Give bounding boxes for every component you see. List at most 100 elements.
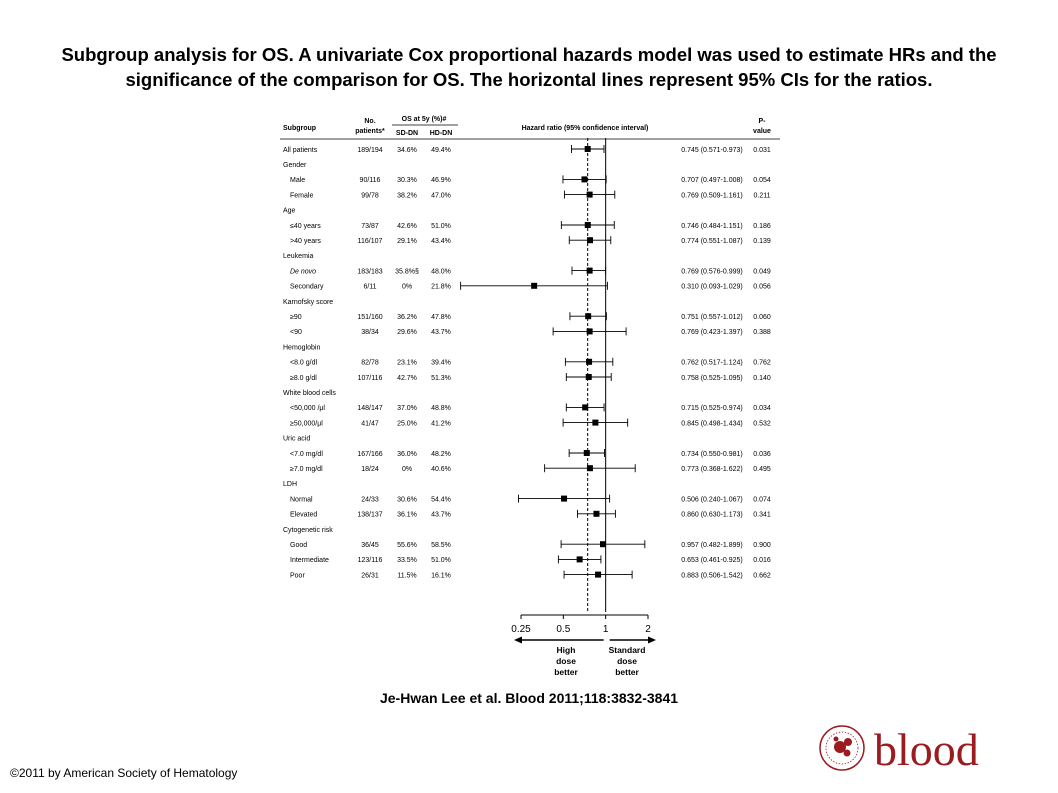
row-patients: 116/107: [358, 238, 383, 245]
row-hr-ci: 0.751 (0.557-1.012): [681, 314, 743, 321]
row-os-hd: 41.2%: [431, 420, 451, 427]
row-label: Female: [290, 192, 313, 199]
row-os-sd: 29.1%: [397, 238, 417, 245]
row-os-hd: 39.4%: [431, 360, 451, 367]
hr-point: [586, 358, 593, 365]
row-hr-ci: 0.883 (0.506-1.542): [681, 572, 743, 579]
hr-point: [576, 556, 583, 563]
society-seal-icon: [819, 725, 865, 771]
row-p-value: 0.662: [753, 572, 771, 579]
row-os-hd: 40.6%: [431, 466, 451, 473]
row-hr-ci: 0.506 (0.240-1.067): [681, 496, 743, 503]
row-p-value: 0.031: [753, 147, 771, 154]
row-hr-ci: 0.845 (0.498-1.434): [681, 420, 743, 427]
row-label: <90: [290, 329, 302, 336]
row-os-sd: 36.2%: [397, 314, 417, 321]
row-patients: 99/78: [361, 192, 379, 199]
row-p-value: 0.341: [753, 512, 771, 519]
row-hr-ci: 0.773 (0.368-1.622): [681, 466, 743, 473]
row-os-sd: 11.5%: [397, 572, 416, 579]
row-hr-ci: 0.769 (0.423-1.397): [681, 329, 743, 336]
row-hr-ci: 0.769 (0.509-1.161): [681, 192, 743, 199]
row-p-value: 0.054: [753, 177, 771, 184]
subgroup-heading: Karnofsky score: [283, 299, 333, 306]
row-patients: 148/147: [357, 405, 382, 412]
row-os-sd: 0%: [402, 466, 412, 473]
row-os-sd: 36.1%: [397, 512, 417, 519]
hr-point: [584, 222, 591, 228]
row-patients: 38/34: [361, 329, 379, 336]
row-os-hd: 16.1%: [431, 572, 451, 579]
header-os: OS at 5y (%)#: [402, 116, 447, 123]
row-os-sd: 30.6%: [397, 496, 417, 503]
row-patients: 183/183: [357, 268, 382, 275]
row-p-value: 0.034: [753, 405, 771, 412]
row-hr-ci: 0.769 (0.576-0.999): [681, 268, 743, 275]
row-hr-ci: 0.715 (0.525-0.974): [681, 405, 743, 412]
hr-point: [585, 374, 592, 380]
row-os-hd: 48.8%: [431, 405, 451, 412]
row-p-value: 0.532: [753, 420, 771, 427]
header-sd: SD-DN: [396, 130, 418, 137]
right-arrow-label: Standard: [609, 645, 646, 655]
header-p: P-: [759, 118, 767, 125]
row-patients: 18/24: [361, 466, 379, 473]
row-os-hd: 51.3%: [431, 375, 451, 382]
row-os-hd: 21.8%: [431, 284, 451, 291]
hr-point: [592, 419, 599, 426]
row-os-hd: 51.0%: [431, 557, 451, 564]
row-patients: 82/78: [361, 360, 379, 367]
subgroup-heading: Cytogenetic risk: [283, 527, 333, 534]
left-arrow-head: [514, 636, 522, 644]
row-label: Intermediate: [290, 557, 329, 564]
row-patients: 24/33: [361, 496, 379, 503]
row-label: <50,000 /μl: [290, 405, 325, 412]
row-os-hd: 48.0%: [431, 268, 451, 275]
row-p-value: 0.388: [753, 329, 771, 336]
row-label: Normal: [290, 496, 313, 503]
hr-point: [586, 465, 593, 472]
subgroup-heading: Leukemia: [283, 253, 313, 260]
x-tick-label: 0.25: [511, 624, 531, 635]
row-os-sd: 29.6%: [397, 329, 417, 336]
row-label: ≥90: [290, 314, 302, 321]
subgroup-heading: Uric acid: [283, 436, 310, 443]
row-os-hd: 54.4%: [431, 496, 451, 503]
row-label: >40 years: [290, 238, 321, 245]
row-label: Male: [290, 177, 305, 184]
hr-point: [595, 571, 602, 578]
row-label: Poor: [290, 572, 305, 579]
row-p-value: 0.762: [753, 360, 771, 367]
hr-point: [583, 450, 590, 456]
row-os-hd: 58.5%: [431, 542, 451, 549]
row-p-value: 0.186: [753, 223, 771, 230]
page-title: Subgroup analysis for OS. A univariate C…: [61, 44, 997, 90]
hr-point: [587, 237, 594, 244]
row-os-sd: 34.6%: [397, 147, 417, 154]
x-tick-label: 1: [603, 624, 609, 635]
header-patients: patients*: [355, 128, 385, 135]
x-tick-label: 2: [645, 624, 651, 635]
hr-point: [581, 176, 588, 183]
logo-wordmark: blood: [874, 724, 979, 774]
row-patients: 151/160: [357, 314, 382, 321]
subgroup-heading: Gender: [283, 162, 307, 169]
row-os-hd: 46.9%: [431, 177, 451, 184]
row-hr-ci: 0.762 (0.517-1.124): [681, 360, 743, 367]
row-os-sd: 42.6%: [397, 223, 417, 230]
row-os-hd: 43.7%: [431, 512, 451, 519]
row-patients: 41/47: [361, 420, 379, 427]
row-os-sd: 30.3%: [397, 177, 417, 184]
hr-point: [531, 282, 538, 289]
hr-point: [585, 313, 592, 320]
row-p-value: 0.036: [753, 451, 771, 458]
subgroup-heading: White blood cells: [283, 390, 336, 397]
hr-point: [586, 191, 593, 198]
header-value: value: [753, 128, 771, 135]
left-arrow-label: better: [554, 667, 578, 677]
row-hr-ci: 0.745 (0.571-0.973): [681, 147, 743, 154]
hr-point: [586, 267, 593, 274]
row-os-hd: 48.2%: [431, 451, 451, 458]
row-os-hd: 47.0%: [431, 192, 451, 199]
row-os-sd: 38.2%: [397, 192, 417, 199]
